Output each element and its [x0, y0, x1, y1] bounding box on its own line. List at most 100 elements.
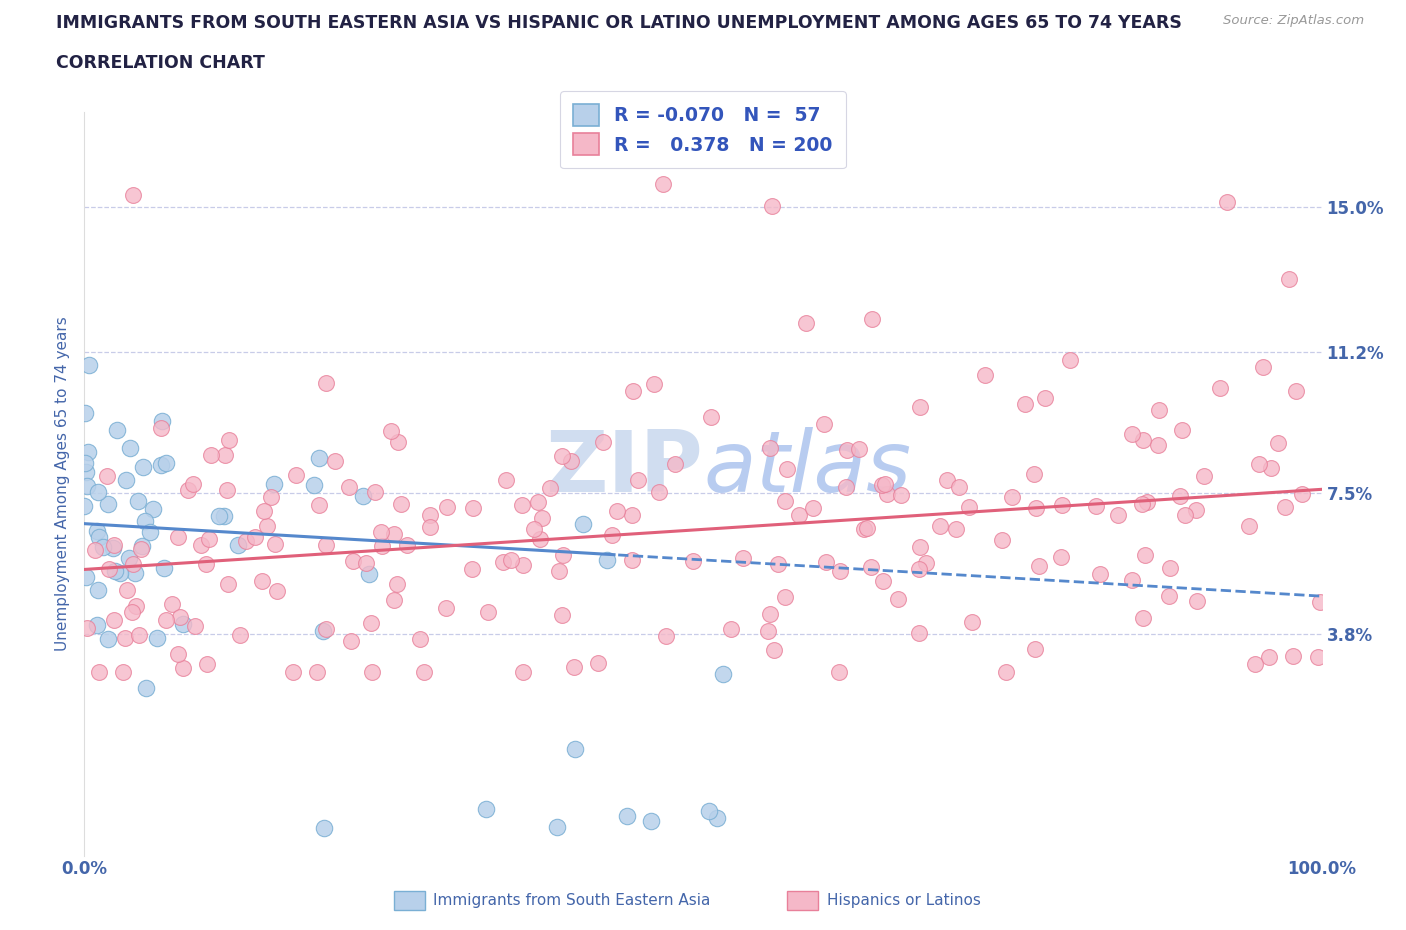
Point: [640, 814, 662, 829]
Point: [621, 384, 644, 399]
Point: [1282, 649, 1305, 664]
Point: [104, 564, 127, 578]
Point: [389, 497, 412, 512]
Point: [75, 569, 97, 584]
Point: [706, 811, 728, 826]
Point: [890, 487, 912, 502]
Point: [1170, 423, 1192, 438]
Point: [195, 557, 218, 572]
Point: [773, 494, 796, 509]
Point: [621, 552, 644, 567]
Point: [380, 423, 402, 438]
Point: [131, 538, 153, 553]
Point: [370, 525, 392, 539]
Point: [870, 478, 893, 493]
Point: [284, 467, 307, 482]
Point: [302, 477, 325, 492]
Point: [114, 631, 136, 645]
Point: [551, 607, 574, 622]
Y-axis label: Unemployment Among Ages 65 to 74 years: Unemployment Among Ages 65 to 74 years: [55, 316, 70, 651]
Point: [814, 555, 837, 570]
Point: [214, 447, 236, 462]
Point: [413, 665, 436, 680]
Point: [121, 187, 143, 202]
Point: [733, 551, 755, 565]
Point: [837, 443, 859, 458]
Point: [155, 613, 177, 628]
Point: [1024, 642, 1046, 657]
Point: [602, 527, 624, 542]
Point: [84, 542, 107, 557]
Point: [1121, 427, 1143, 442]
Point: [395, 538, 418, 552]
Point: [562, 659, 585, 674]
Point: [1090, 566, 1112, 581]
Point: [1121, 572, 1143, 587]
Point: [308, 498, 330, 513]
Point: [86, 524, 108, 538]
Point: [929, 519, 952, 534]
Point: [1237, 519, 1260, 534]
Point: [138, 525, 160, 539]
Point: [315, 376, 337, 391]
Point: [152, 561, 174, 576]
Point: [1033, 391, 1056, 405]
Point: [1159, 560, 1181, 575]
Point: [128, 628, 150, 643]
Text: CORRELATION CHART: CORRELATION CHART: [56, 54, 266, 72]
Point: [495, 472, 517, 487]
Point: [531, 511, 554, 525]
Point: [111, 665, 134, 680]
Point: [830, 564, 852, 578]
Point: [364, 485, 387, 499]
Point: [848, 442, 870, 457]
Point: [510, 498, 533, 512]
Point: [711, 666, 734, 681]
Point: [1185, 593, 1208, 608]
Point: [103, 538, 125, 552]
Point: [87, 582, 110, 597]
Point: [340, 634, 363, 649]
Point: [134, 514, 156, 529]
Point: [948, 480, 970, 495]
Point: [315, 538, 337, 552]
Point: [697, 804, 720, 818]
Point: [162, 597, 184, 612]
Point: [994, 665, 1017, 680]
Point: [89, 529, 111, 544]
Point: [409, 631, 432, 646]
Point: [382, 592, 405, 607]
Point: [118, 441, 141, 456]
Point: [125, 599, 148, 614]
Point: [339, 480, 361, 495]
Point: [307, 665, 329, 680]
Point: [766, 556, 789, 571]
Text: IMMIGRANTS FROM SOUTH EASTERN ASIA VS HISPANIC OR LATINO UNEMPLOYMENT AMONG AGES: IMMIGRANTS FROM SOUTH EASTERN ASIA VS HI…: [56, 14, 1182, 32]
Point: [648, 485, 671, 499]
Point: [477, 604, 499, 619]
Point: [91, 539, 114, 554]
Point: [75, 464, 97, 479]
Point: [1084, 498, 1107, 513]
Point: [461, 562, 484, 577]
Point: [910, 400, 932, 415]
Point: [720, 621, 742, 636]
Point: [1050, 498, 1073, 512]
Point: [177, 483, 200, 498]
Point: [616, 809, 638, 824]
Point: [551, 548, 574, 563]
Point: [361, 665, 384, 680]
Point: [876, 486, 898, 501]
Point: [474, 802, 496, 817]
Point: [149, 421, 172, 436]
Point: [155, 456, 177, 471]
Point: [527, 495, 550, 510]
Point: [523, 522, 546, 537]
Point: [434, 601, 457, 616]
Point: [1001, 489, 1024, 504]
Point: [226, 538, 249, 552]
Point: [776, 462, 799, 477]
Text: Source: ZipAtlas.com: Source: ZipAtlas.com: [1223, 14, 1364, 27]
Point: [1136, 494, 1159, 509]
Point: [1309, 594, 1331, 609]
